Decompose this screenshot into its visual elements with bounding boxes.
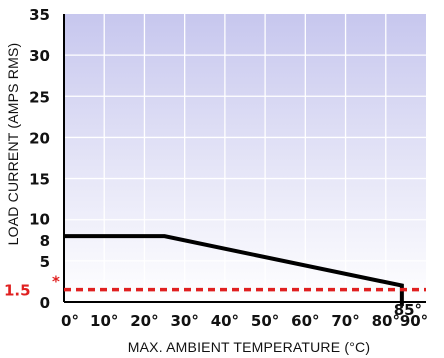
y-tick-label: 20 [29,129,50,147]
x-tick-label: 80° [372,312,400,330]
x-tick-label: 30° [170,312,198,330]
y-tick-label: 8 [40,232,50,250]
x-tick-label: 10° [90,312,118,330]
y-tick-label: 10 [29,211,50,229]
x-axis-title: MAX. AMBIENT TEMPERATURE (°C) [128,339,370,355]
x-tick-label: 60° [291,312,319,330]
y-tick-label: 25 [29,88,50,106]
y-tick-label: 35 [29,6,50,24]
x-tick-label: 70° [331,312,359,330]
x-tick-label: 50° [251,312,279,330]
y-tick-label: 5 [40,253,50,271]
reference-marker: * [52,273,60,291]
x-tick-label-extra: 85° [394,301,422,319]
x-tick-label: 40° [211,312,239,330]
reference-layer: * 1.5 [4,273,426,300]
axes [63,14,426,303]
plot-area [64,14,426,302]
y-axis-title: LOAD CURRENT (AMPS RMS) [5,43,21,246]
derating-curve [64,234,404,307]
y-tick-label: 15 [29,171,50,189]
x-tick-label: 0° [61,312,79,330]
series-layer [64,234,404,307]
reference-label: 1.5 [4,282,31,300]
x-tick-label: 90° [400,312,428,330]
grid [64,14,426,302]
tick-labels: 0 5 8 10 15 20 25 30 35 0° 10° 20° 30° 40° 50° 60° 70° 80… [29,6,428,330]
x-tick-label: 20° [130,312,158,330]
y-tick-label: 30 [29,47,50,65]
y-tick-label: 0 [40,294,50,312]
